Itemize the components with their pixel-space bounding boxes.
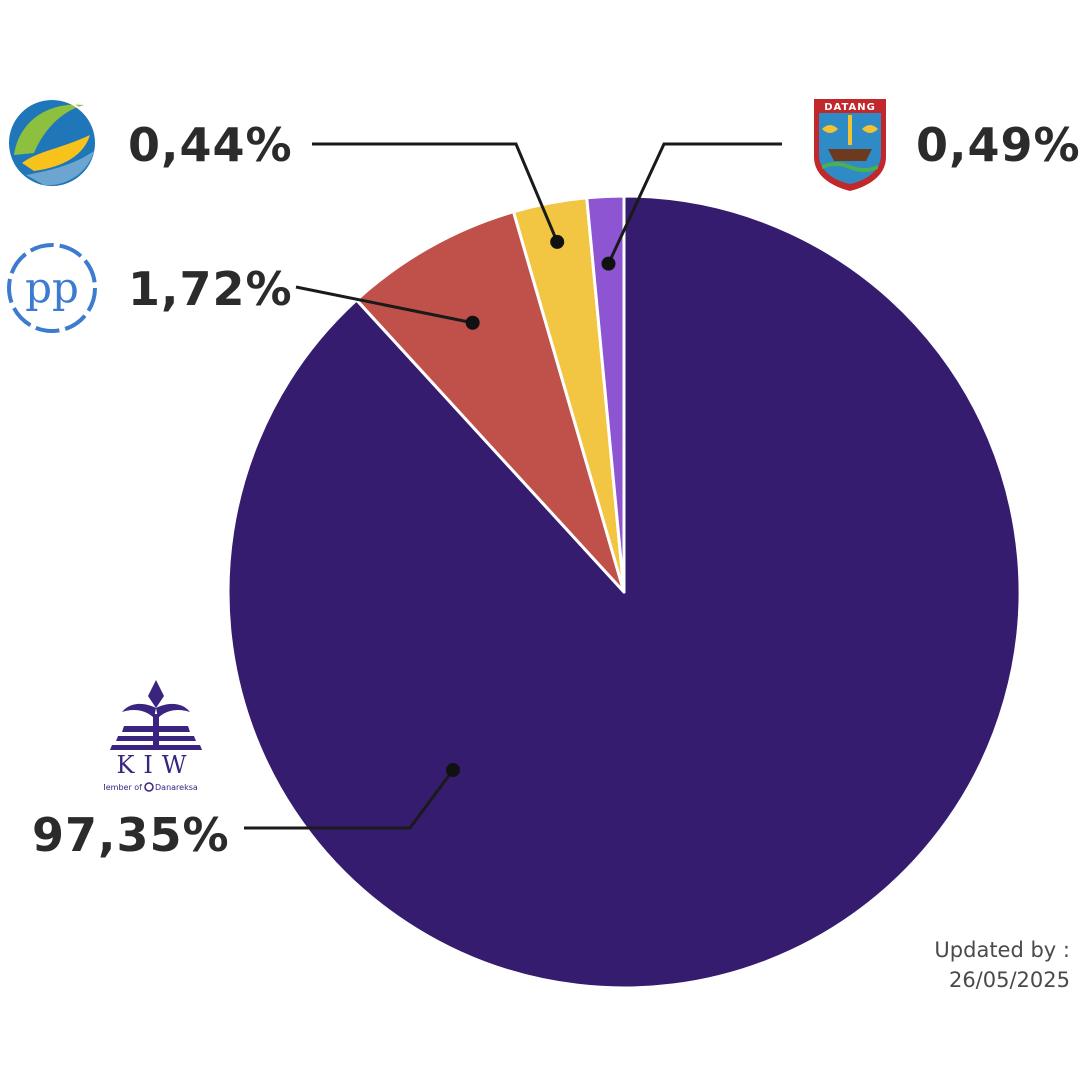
slice-label-kiw: 97,35% xyxy=(32,808,230,862)
kiw-logo: KIW Member of Danareksa xyxy=(104,680,202,792)
leader-dot-pp xyxy=(465,315,480,330)
pp-logo-text: pp xyxy=(25,263,79,312)
pie-slice-datang xyxy=(585,194,626,594)
kiw-logo-text: KIW xyxy=(116,751,195,779)
updated-label: Updated by : xyxy=(934,938,1070,962)
kiw-tagline: Member of xyxy=(104,783,142,792)
pie-slice-pp xyxy=(355,210,626,594)
leader-line-kiw xyxy=(244,769,455,830)
leader-dot-kiw xyxy=(446,763,460,777)
leader-line-leaf xyxy=(312,142,559,243)
danareksa-icon xyxy=(144,782,154,792)
leaf-wave-logo xyxy=(7,98,97,188)
updated-note: Updated by : 26/05/2025 xyxy=(770,935,1070,995)
slice-label-datang: 0,49% xyxy=(916,118,1080,172)
pp-logo: pp xyxy=(7,243,97,333)
updated-date: 26/05/2025 xyxy=(948,968,1070,992)
leader-dot-leaf xyxy=(550,234,565,249)
kiw-partner: Danareksa xyxy=(155,783,198,792)
leader-line-pp xyxy=(295,285,473,325)
datang-emblem-text: DATANG xyxy=(824,102,876,113)
datang-emblem-logo: DATANG xyxy=(814,99,886,191)
slice-label-leaf: 0,44% xyxy=(128,118,293,172)
pie-slice-kiw xyxy=(226,194,1022,990)
leader-dot-datang xyxy=(601,256,616,271)
slice-label-pp: 1,72% xyxy=(128,262,293,316)
leader-line-datang xyxy=(607,142,782,265)
